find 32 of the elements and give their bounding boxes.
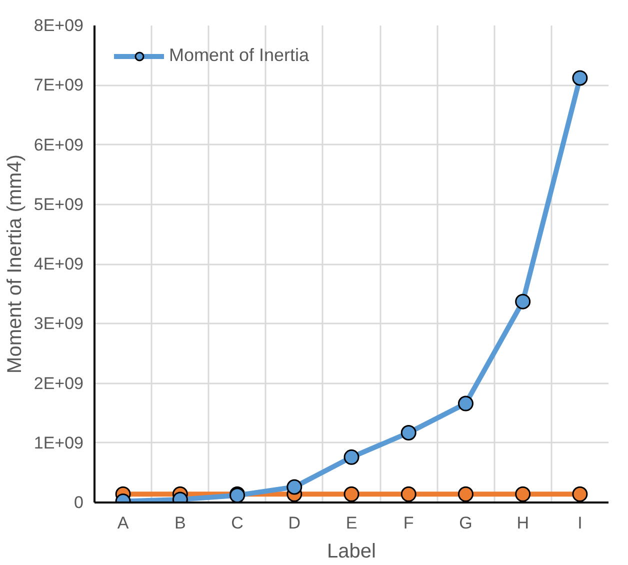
x-tick-label: G — [459, 514, 472, 532]
y-tick-label: 1E+09 — [34, 433, 84, 452]
x-tick-label: D — [288, 514, 301, 532]
point — [458, 486, 474, 502]
legend-label: Moment of Inertia — [169, 45, 310, 66]
x-tick-label: H — [516, 514, 529, 532]
point — [344, 449, 360, 465]
x-tick-label: A — [117, 514, 130, 532]
point — [400, 425, 416, 440]
x-axis-title: Label — [327, 540, 376, 562]
y-tick-label: 2E+09 — [34, 374, 84, 393]
point — [286, 479, 302, 495]
x-tick-label: B — [174, 514, 186, 532]
point — [572, 486, 588, 502]
point — [344, 486, 360, 502]
y-tick-label: 8E+09 — [34, 16, 84, 35]
y-tick-label: 6E+09 — [34, 135, 84, 154]
point — [515, 294, 531, 310]
point — [400, 486, 416, 502]
y-tick-label: 7E+09 — [34, 76, 84, 95]
x-tick-label: I — [578, 514, 582, 532]
y-tick-label: 0 — [74, 493, 84, 512]
point — [515, 486, 531, 502]
point — [572, 70, 588, 86]
y-tick-label: 4E+09 — [34, 254, 84, 274]
x-tick-label: E — [346, 514, 358, 532]
y-tick-label: 5E+09 — [34, 194, 84, 214]
point — [458, 396, 474, 412]
x-tick-label: F — [403, 514, 414, 532]
y-axis-title: Moment of Inertia (mm4) — [4, 154, 26, 374]
x-tick-label: C — [231, 514, 244, 532]
y-tick-label: 3E+09 — [34, 314, 84, 334]
